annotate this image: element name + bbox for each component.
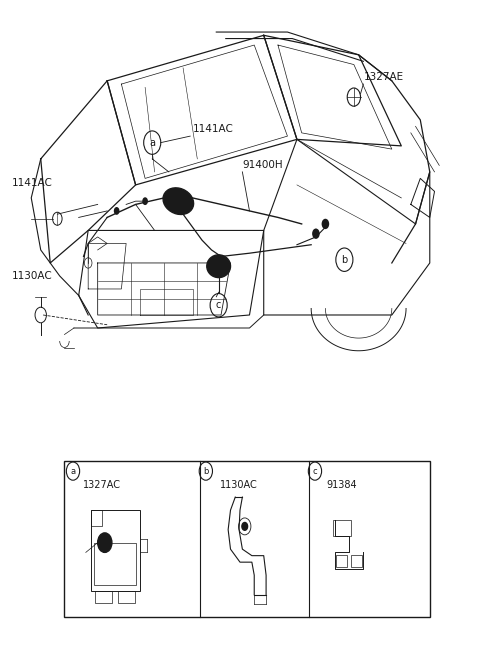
Text: 1327AC: 1327AC <box>83 480 120 489</box>
Bar <box>336 555 347 567</box>
Circle shape <box>242 522 248 530</box>
Circle shape <box>114 207 120 215</box>
Text: 1141AC: 1141AC <box>192 124 233 134</box>
Text: 91400H: 91400H <box>242 160 283 170</box>
Circle shape <box>142 197 148 205</box>
Text: 1130AC: 1130AC <box>220 480 258 489</box>
Bar <box>64 461 430 617</box>
Text: c: c <box>216 300 221 310</box>
Bar <box>91 510 102 526</box>
Bar <box>96 592 112 603</box>
Circle shape <box>312 228 320 239</box>
Bar <box>333 520 351 536</box>
Text: b: b <box>203 466 208 476</box>
Text: b: b <box>341 255 348 265</box>
Circle shape <box>97 533 112 552</box>
Text: a: a <box>71 466 75 476</box>
Text: 1141AC: 1141AC <box>12 178 53 188</box>
Bar <box>118 592 135 603</box>
Ellipse shape <box>163 188 193 215</box>
Text: 91384: 91384 <box>326 480 357 489</box>
Text: c: c <box>312 466 317 476</box>
Text: 1327AE: 1327AE <box>364 72 405 82</box>
Text: a: a <box>149 138 155 148</box>
Text: 1130AC: 1130AC <box>12 271 53 281</box>
Circle shape <box>322 218 329 229</box>
Bar <box>351 555 362 567</box>
Ellipse shape <box>207 255 230 277</box>
